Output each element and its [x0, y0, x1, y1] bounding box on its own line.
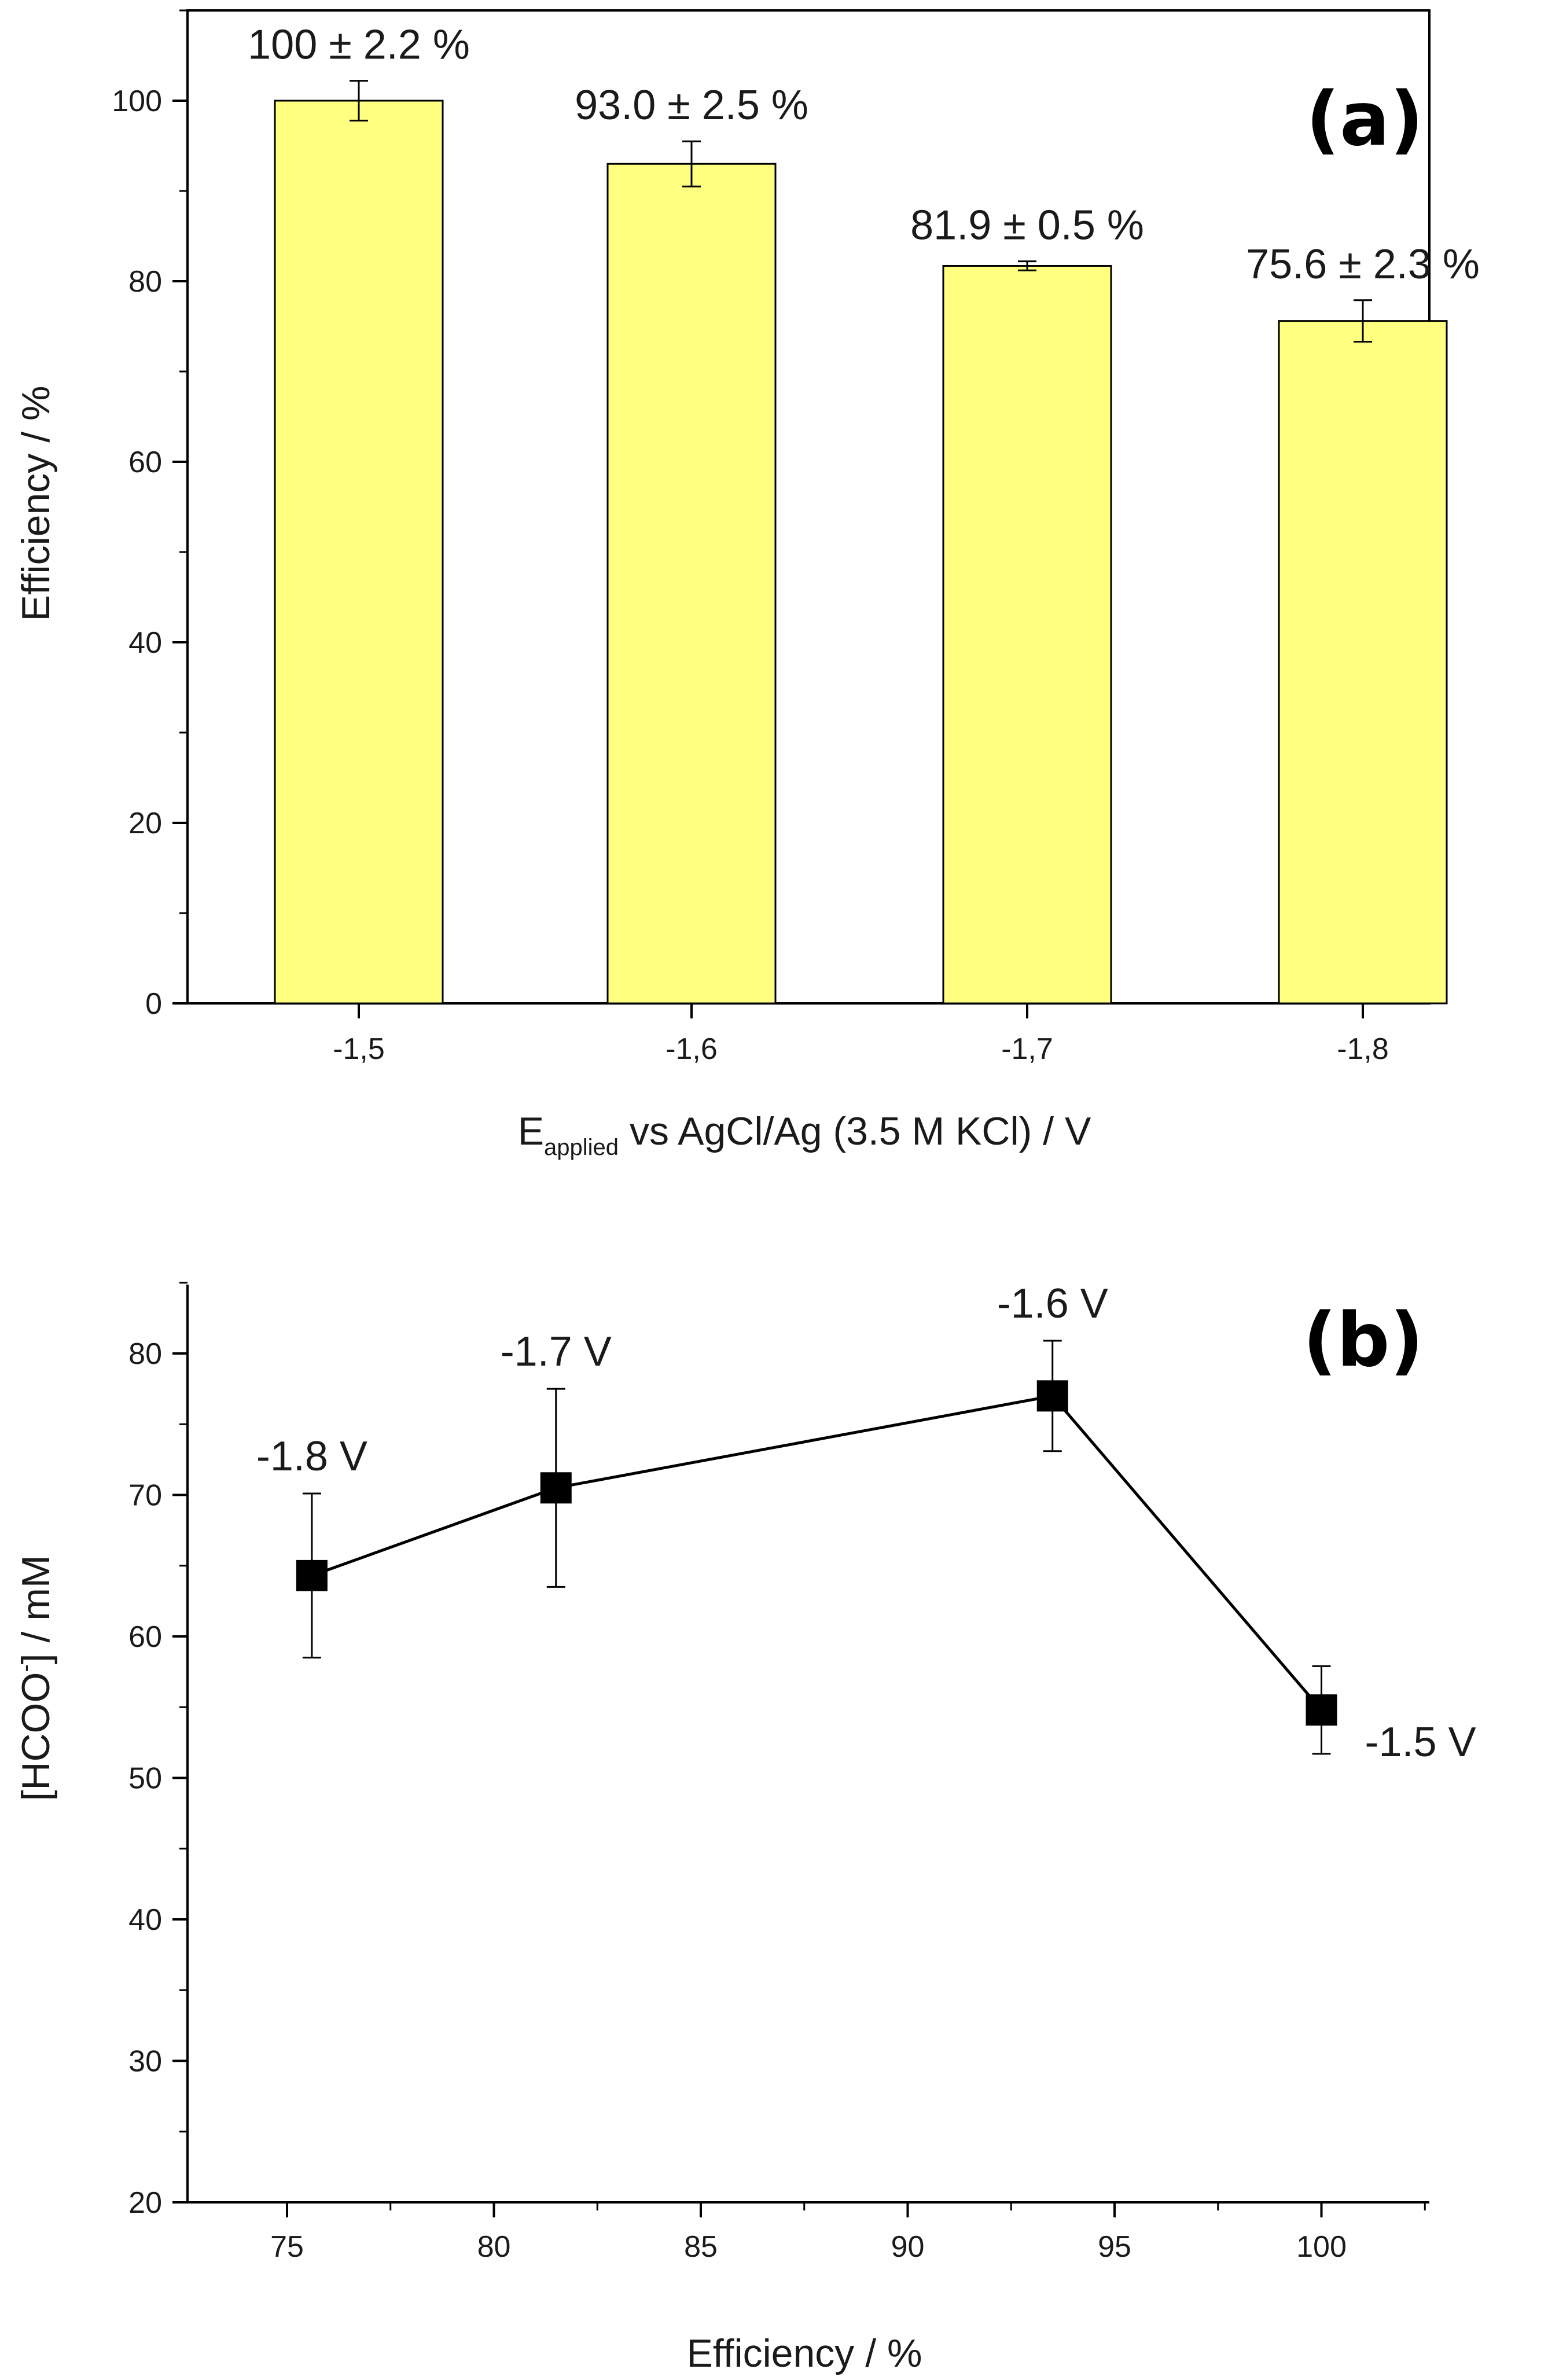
panel-a-value-label: 75.6 ± 2.3 % — [1246, 241, 1480, 288]
panel-a-tag: (a) — [1306, 76, 1424, 163]
panel-b-data-point — [540, 1472, 572, 1504]
panel-b-x-tick-label: 95 — [1098, 2230, 1131, 2264]
panel-b-x-tick-label: 100 — [1296, 2230, 1347, 2264]
panel-a-value-label: 93.0 ± 2.5 % — [575, 82, 808, 128]
panel-a: (a) 0 20 40 60 80 100 -1,5 -1,6 -1,7 -1,8 100 ± … — [14, 9, 1480, 1160]
panel-b-point-label: -1.6 V — [997, 1281, 1108, 1327]
panel-a-x-tick-label: -1,7 — [1001, 1032, 1053, 1066]
panel-a-y-tick-label: 60 — [128, 446, 162, 479]
panel-b-data-point — [1036, 1380, 1068, 1412]
panel-b-y-tick-label: 20 — [128, 2186, 162, 2220]
panel-a-y-tick-label: 100 — [112, 84, 162, 118]
panel-b: (b) 20 30 40 50 60 70 80 75 80 85 90 95 100 -1.8 V -… — [13, 1281, 1476, 2375]
panel-b-x-tick-label: 80 — [477, 2230, 511, 2264]
panel-b-y-tick-label: 80 — [128, 1337, 162, 1371]
panel-b-y-tick-label: 30 — [128, 2045, 162, 2079]
panel-a-bar — [1278, 320, 1448, 1005]
panel-a-value-label: 100 ± 2.2 % — [248, 22, 470, 68]
panel-b-point-label: -1.7 V — [501, 1329, 612, 1375]
panel-b-y-axis-title: [HCOO-] / mM — [13, 1555, 58, 1801]
panel-b-x-tick-label: 85 — [684, 2230, 718, 2264]
panel-a-x-axis-title: Eapplied vs AgCl/Ag (3.5 M KCl) / V — [518, 1109, 1091, 1160]
panel-a-y-tick-label: 40 — [128, 626, 162, 660]
panel-b-series-line — [311, 1394, 1323, 1711]
panel-a-y-tick-label: 0 — [145, 987, 162, 1021]
panel-a-bar — [274, 100, 444, 1005]
panel-b-data-point — [1306, 1694, 1337, 1726]
panel-a-y-axis-title: Efficiency / % — [14, 386, 58, 621]
panel-a-x-tick-label: -1,8 — [1337, 1032, 1389, 1066]
panel-b-tag: (b) — [1303, 1297, 1424, 1384]
panel-a-x-tick-label: -1,6 — [665, 1032, 718, 1066]
panel-b-point-label: -1.8 V — [256, 1433, 367, 1480]
panel-a-y-tick-label: 20 — [128, 807, 162, 840]
panel-b-x-tick-label: 90 — [891, 2230, 925, 2264]
panel-a-bar — [606, 163, 777, 1005]
panel-b-y-tick-label: 60 — [128, 1620, 162, 1654]
panel-a-bar — [942, 264, 1112, 1005]
panel-b-y-tick-label: 40 — [128, 1903, 162, 1937]
panel-b-y-tick-label: 50 — [128, 1762, 162, 1796]
panel-b-x-tick-label: 75 — [270, 2230, 304, 2264]
panel-b-y-tick-label: 70 — [128, 1479, 162, 1513]
panel-a-x-tick-label: -1,5 — [333, 1032, 385, 1066]
panel-b-data-point — [296, 1559, 328, 1591]
panel-b-point-label: -1.5 V — [1365, 1719, 1476, 1765]
panel-a-y-tick-label: 80 — [128, 265, 162, 299]
panel-b-x-axis-title: Efficiency / % — [687, 2331, 922, 2375]
panel-a-value-label: 81.9 ± 0.5 % — [910, 203, 1144, 249]
